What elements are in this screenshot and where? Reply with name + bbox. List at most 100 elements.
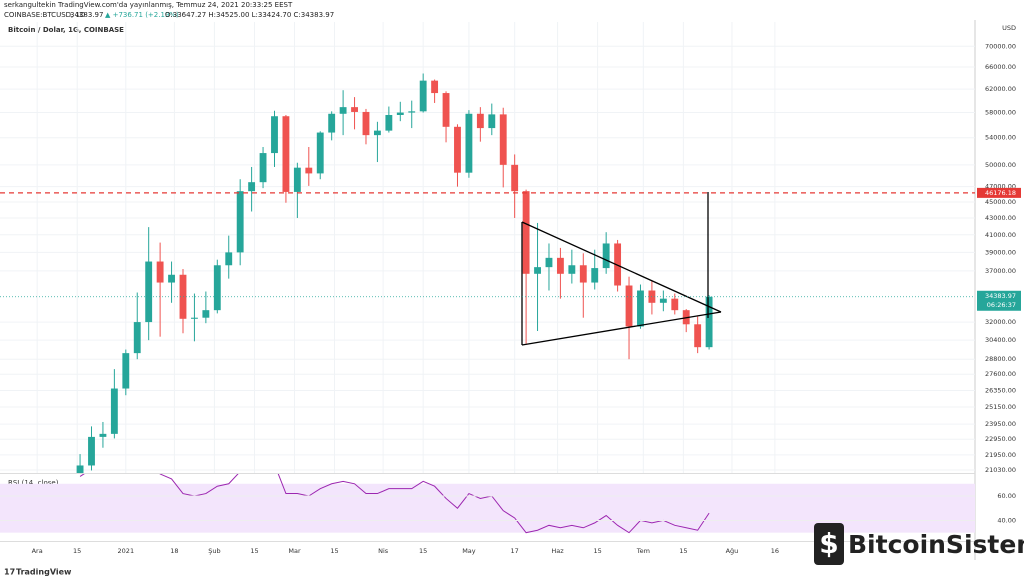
y-tick-label: 66000.00 (985, 63, 1016, 71)
candle-body (179, 274, 187, 319)
trend-line (521, 311, 722, 346)
chart-title: Bitcoin / Dolar, 1G, COINBASE (8, 26, 124, 34)
candle-body (454, 126, 461, 173)
footer-logo: 17 (4, 568, 15, 577)
candle-body (271, 116, 278, 154)
x-tick-label: Nis (378, 547, 389, 555)
candle-body (76, 465, 84, 473)
y-tick-label: 54000.00 (985, 134, 1016, 142)
rsi-tick-label: 60.00 (997, 492, 1016, 500)
candle-body (637, 290, 644, 327)
publisher: serkangultekin TradingView.com'da yayınl… (4, 1, 293, 9)
last-price-bg (977, 290, 1021, 311)
y-tick-label: 47000.00 (985, 183, 1016, 191)
rsi-tick-label: 40.00 (997, 516, 1016, 524)
x-tick-label: 15 (679, 547, 687, 555)
candle-body (351, 107, 358, 112)
ohlc: O:33647.27 H:34525.00 L:33424.70 C:34383… (165, 11, 334, 19)
candle-body (614, 243, 622, 286)
watermark-text: BitcoinSistemi (848, 530, 1024, 559)
x-tick-label: Mar (288, 547, 301, 555)
footer: 17 TradingView (4, 568, 72, 577)
candle-body (545, 257, 553, 268)
y-tick-label: 37000.00 (985, 267, 1016, 275)
y-tick-label: 45000.00 (985, 198, 1016, 206)
candle-body (339, 107, 347, 114)
candle-body (316, 132, 324, 174)
candle-body (248, 182, 256, 192)
candle-body (488, 114, 496, 129)
y-tick-label: 22950.00 (985, 435, 1016, 443)
candle-body (499, 114, 507, 165)
x-tick-label: 15 (250, 547, 258, 555)
x-tick-label: 17 (511, 547, 519, 555)
candle-body (705, 296, 713, 348)
x-tick-label: 15 (330, 547, 338, 555)
candle-body (293, 167, 301, 192)
y-tick-label: 27600.00 (985, 370, 1016, 378)
candle-body (145, 261, 153, 323)
candle-body (99, 433, 107, 437)
candle-body (373, 130, 381, 136)
x-tick-label: Haz (551, 547, 564, 555)
candle-body (556, 257, 564, 274)
candle-body (110, 388, 118, 434)
candle-body (511, 164, 519, 192)
candle-body (396, 112, 404, 115)
x-tick-label: 2021 (118, 547, 135, 555)
last-price-label: 34383.97 (985, 292, 1016, 300)
change: ▲ +736.71 (+2.19%) (105, 11, 179, 19)
y-unit: USD (1002, 24, 1016, 32)
candle-body (305, 167, 313, 174)
candle-body (133, 322, 141, 354)
candle-body (591, 268, 599, 283)
y-tick-label: 58000.00 (985, 109, 1016, 117)
rsi-title: RSI (14, close) (8, 479, 59, 487)
candle-body (259, 153, 267, 183)
candle-body (568, 265, 576, 274)
x-tick-label: Tem (636, 547, 650, 555)
candle-body (225, 252, 233, 266)
y-tick-label: 30400.00 (985, 336, 1016, 344)
candle-body (476, 113, 484, 129)
candle-body (602, 243, 610, 269)
y-tick-label: 21030.00 (985, 466, 1016, 474)
candle-body (534, 267, 541, 274)
candle-body (282, 116, 290, 192)
y-tick-label: 39000.00 (985, 248, 1016, 256)
candle-body (122, 353, 130, 389)
candle-body (671, 298, 679, 311)
candle-body (465, 113, 473, 173)
x-tick-label: May (462, 547, 476, 555)
countdown-label: 06:26:37 (987, 301, 1016, 309)
y-tick-label: 26350.00 (985, 387, 1016, 395)
y-tick-label: 50000.00 (985, 161, 1016, 169)
level-label-bg (977, 187, 1021, 198)
candle-body (362, 111, 370, 136)
x-tick-label: 15 (593, 547, 601, 555)
x-tick-label: 15 (73, 547, 81, 555)
candle-body (579, 265, 587, 283)
candle-body (190, 317, 198, 319)
x-tick-label: Ağu (726, 547, 739, 555)
last: 34383.97 (70, 11, 103, 19)
x-tick-label: 16 (771, 547, 779, 555)
rsi-pane (0, 474, 975, 534)
candle-body (88, 436, 95, 466)
candle-body (522, 191, 530, 274)
watermark: $ BitcoinSistemi (814, 523, 1024, 565)
candle-body (202, 310, 210, 318)
candle-body (408, 111, 416, 113)
candle-body (236, 191, 244, 253)
watermark-icon (814, 523, 844, 565)
x-tick-label: Şub (208, 547, 220, 555)
candle-body (419, 80, 427, 112)
y-tick-label: 23950.00 (985, 420, 1016, 428)
y-tick-label: 62000.00 (985, 85, 1016, 93)
candle-body (168, 274, 175, 283)
footer-text: TradingView (16, 568, 72, 577)
rsi-band (0, 483, 975, 533)
y-tick-label: 43000.00 (985, 214, 1016, 222)
candle-body (694, 324, 702, 348)
